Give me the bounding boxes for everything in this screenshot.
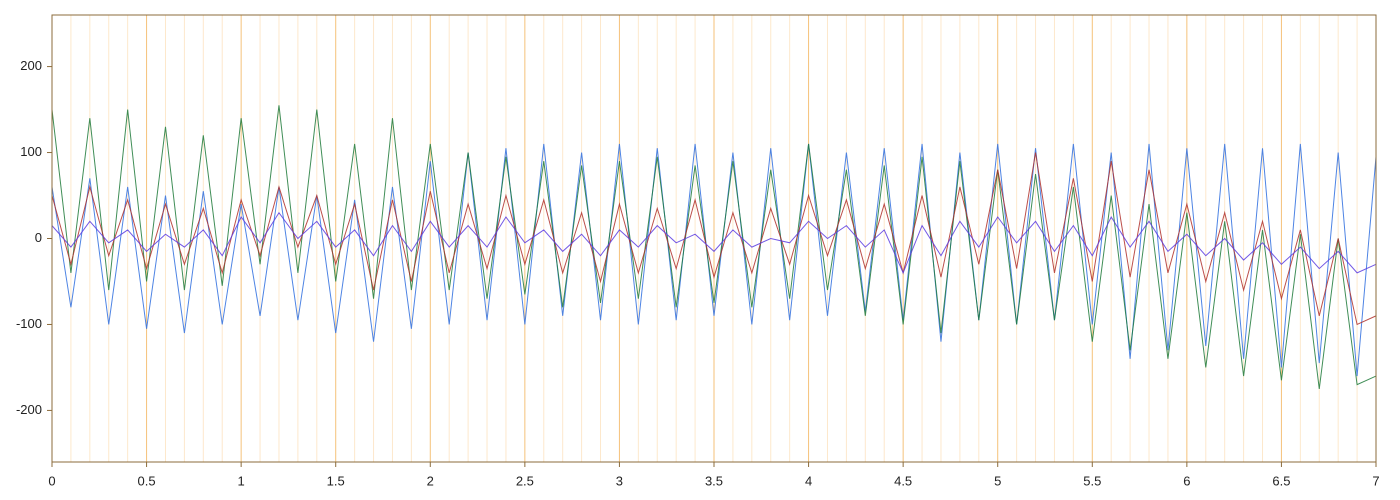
x-tick-label: 3 (616, 473, 623, 488)
y-tick-label: 100 (20, 144, 42, 159)
x-tick-label: 1 (238, 473, 245, 488)
trace (51, 211, 1377, 275)
x-tick-label: 3.5 (705, 473, 723, 488)
y-tick-label: -200 (16, 402, 42, 417)
plot-frame (51, 14, 1377, 463)
x-tick-label: 0.5 (138, 473, 156, 488)
x-tick-label: 7 (1372, 473, 1379, 488)
x-tick-label: 4 (805, 473, 812, 488)
y-tick-label: 0 (35, 230, 42, 245)
trace (51, 105, 1377, 389)
x-tick-label: 4.5 (894, 473, 912, 488)
y-tick-label: 200 (20, 58, 42, 73)
trace (51, 143, 1377, 377)
trace (51, 152, 1377, 326)
x-tick-label: 2 (427, 473, 434, 488)
x-tick-label: 6 (1183, 473, 1190, 488)
x-tick-label: 6.5 (1272, 473, 1290, 488)
x-tick-label: 5 (994, 473, 1001, 488)
y-tick-label: -100 (16, 316, 42, 331)
x-tick-label: 0 (48, 473, 55, 488)
x-tick-label: 2.5 (516, 473, 534, 488)
x-tick-label: 1.5 (327, 473, 345, 488)
x-tick-label: 5.5 (1083, 473, 1101, 488)
